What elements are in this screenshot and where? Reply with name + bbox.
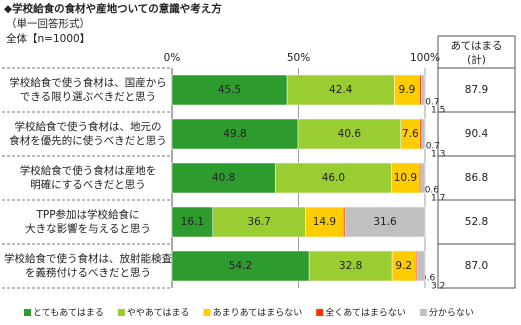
value-label: 31.6 [373,216,397,228]
category-label: できる限り選ぶべきだと思う [20,90,156,103]
bar-segment [171,206,213,238]
value-label: 0.6 [421,274,436,284]
value-label: 54.2 [229,260,252,272]
bar-segment [343,206,346,238]
x-tick-label: 100% [410,52,440,64]
x-tick-label: 0% [164,52,181,64]
category-label: 食材を優先的に使うべきだと思う [9,134,167,147]
total-value: 90.4 [465,128,489,140]
value-label: 40.8 [212,172,235,184]
legend-label: ややあてはまる [127,308,190,319]
legend-swatch [24,309,31,316]
legend-swatch [117,309,125,316]
value-label: 40.6 [338,128,362,140]
legend-label: 分からない [429,308,474,319]
bar-segment [305,206,344,238]
bar-segment [308,250,393,282]
value-label: 1.5 [431,106,445,116]
bar-segment [171,118,299,150]
bar-segment [416,250,426,282]
value-label: 32.8 [339,260,362,272]
total-value: 87.0 [465,260,488,272]
value-label: 0.7 [425,98,439,108]
value-label: 36.7 [247,216,270,228]
value-label: 14.9 [313,216,336,228]
value-label: 46.0 [322,172,345,184]
total-value: 86.8 [465,172,488,184]
category-label: TPP参加は学校給食に [35,208,139,221]
bar-segment [419,118,422,150]
subtitle: （単一回答形式） [6,17,90,30]
value-label: 0.6 [425,186,440,196]
bar-segment [274,162,392,194]
table-frame [437,35,516,289]
value-label: 1.3 [431,150,445,160]
x-tick-label: 50% [287,52,310,64]
bar-segment [420,74,426,106]
category-label: 大きな影響を与えると思う [25,222,151,235]
bar-segment [420,162,426,194]
table-header: あてはまる [450,40,502,52]
category-label: を義務付けるべきだと思う [25,266,151,279]
bar-segment [171,74,288,106]
value-label: 3.2 [431,282,445,292]
bar-segment [421,118,426,150]
value-label: 1.7 [431,194,445,204]
value-label: 7.6 [402,128,419,140]
category-label: 学校給食で使う食材は、国産から [9,76,167,89]
value-label: 9.2 [395,260,412,272]
value-label: 10.9 [394,172,417,184]
total-value: 87.9 [465,84,488,96]
value-label: 16.1 [181,216,204,228]
total-value: 52.8 [465,216,488,228]
bar-segment [286,74,395,106]
legend-label: とてもあてはまる [33,308,104,319]
value-label: 49.8 [223,128,246,140]
value-label: 0.7 [426,142,440,152]
category-label: 学校給食で使う食材は産地を [20,164,157,177]
bar-segment [394,74,420,106]
category-label: 明確にするべきだと思う [30,178,146,191]
bar-segment [171,162,276,194]
legend-swatch [203,309,211,316]
value-label: 9.9 [399,84,416,96]
bar-segment [419,74,422,106]
value-label: 45.5 [218,84,241,96]
sample-size: 全体【n=1000】 [6,32,90,45]
table-header: (計) [467,53,486,66]
value-label: 42.4 [329,84,353,96]
chart-title: ◆学校給食の食材や産地ついての意識や考え方 [4,2,222,15]
bar-segment [212,206,306,238]
legend-swatch [419,309,427,316]
bar-segment [344,206,426,238]
category-label: 学校給食で使う食材は、放射能検査 [4,252,172,265]
legend-label: あまりあてはまらない [213,308,303,319]
legend-label: 全くあてはまらない [325,307,406,319]
category-label: 学校給食で使う食材は、地元の [15,120,162,133]
bar-segment [297,118,401,150]
legend-swatch [316,309,324,316]
